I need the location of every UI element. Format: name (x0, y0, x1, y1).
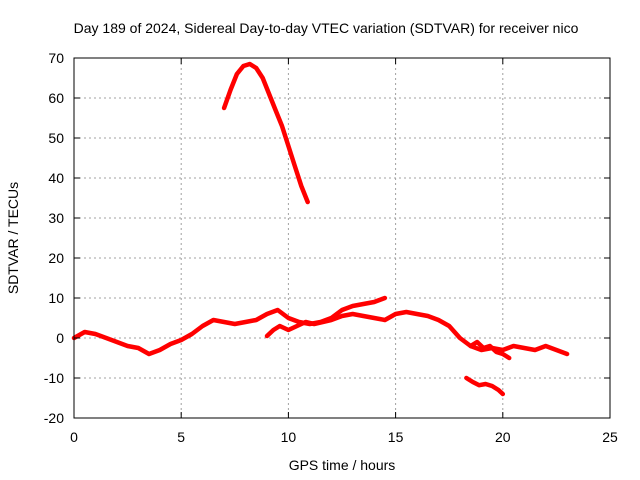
y-tick-label: 0 (56, 330, 64, 346)
x-tick-label: 5 (177, 429, 185, 445)
grid (74, 58, 610, 418)
plot-frame (73, 57, 611, 419)
series-layer (71, 61, 570, 397)
tick-layer: 0 5 10 15 20 25 -20 -10 0 10 20 30 40 50 60 70 (44, 50, 618, 445)
series-arc-5 (468, 339, 512, 361)
y-tick-label: 30 (48, 210, 64, 226)
series-arc-3 (264, 309, 570, 357)
y-tick-label: 10 (48, 290, 64, 306)
y-tick-label: 50 (48, 130, 64, 146)
y-tick-label: 70 (48, 50, 64, 66)
x-tick-label: 15 (388, 429, 404, 445)
series-arc-2 (221, 61, 310, 205)
series-arc-4 (464, 375, 506, 397)
y-tick-label: 40 (48, 170, 64, 186)
x-tick-label: 20 (495, 429, 511, 445)
x-tick-label: 10 (281, 429, 297, 445)
y-tick-label: 60 (48, 90, 64, 106)
y-tick-label: -20 (44, 410, 64, 426)
series-arc-1 (71, 295, 388, 357)
x-tick-label: 25 (602, 429, 618, 445)
chart-title: Day 189 of 2024, Sidereal Day-to-day VTE… (74, 20, 579, 36)
y-tick-label: -10 (44, 370, 64, 386)
x-axis-label: GPS time / hours (289, 457, 396, 473)
y-axis-label: SDTVAR / TECUs (5, 182, 21, 294)
y-tick-label: 20 (48, 250, 64, 266)
x-tick-label: 0 (70, 429, 78, 445)
